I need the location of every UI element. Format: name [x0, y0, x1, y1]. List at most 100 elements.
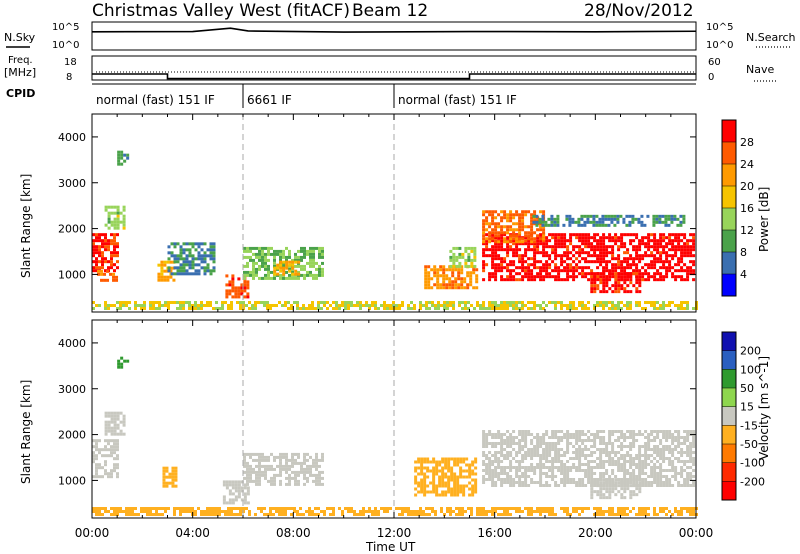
data-cell [533, 472, 537, 475]
data-cell [110, 507, 113, 510]
data-cell [577, 220, 581, 224]
data-cell [447, 478, 451, 482]
data-cell [282, 266, 286, 270]
data-cell [104, 245, 107, 249]
data-cell [626, 272, 630, 276]
data-cell [246, 270, 249, 274]
data-cell [644, 307, 647, 310]
data-cell [683, 233, 687, 237]
data-cell [662, 469, 666, 472]
data-cell [500, 228, 504, 232]
data-cell [617, 513, 620, 516]
colorbar-tick-label: 50 [740, 382, 754, 395]
data-cell [282, 264, 285, 268]
data-cell [506, 228, 510, 232]
data-cell [536, 266, 540, 270]
data-cell [566, 269, 570, 273]
data-cell [458, 507, 461, 510]
data-cell [439, 268, 443, 272]
data-cell [237, 286, 241, 290]
data-cell [590, 454, 594, 457]
data-cell [611, 269, 615, 273]
data-cell [270, 464, 273, 468]
data-cell [485, 457, 489, 460]
data-cell [590, 254, 594, 258]
data-cell [560, 478, 564, 481]
data-cell [165, 466, 169, 470]
data-cell [656, 472, 660, 475]
data-cell [491, 510, 494, 513]
data-cell [449, 301, 452, 304]
data-cell [599, 251, 603, 255]
data-cell [237, 480, 241, 484]
data-cell [264, 246, 267, 250]
data-cell [264, 458, 267, 462]
data-cell [119, 304, 122, 307]
data-cell [293, 510, 296, 513]
data-cell [309, 467, 312, 471]
data-cell [160, 275, 164, 279]
data-cell [598, 220, 602, 224]
data-cell [294, 470, 297, 474]
data-cell [509, 263, 513, 267]
data-cell [515, 240, 519, 244]
data-cell [595, 214, 599, 218]
data-cell [518, 242, 522, 246]
data-cell [686, 510, 689, 513]
data-cell [371, 304, 374, 307]
data-cell [569, 233, 573, 237]
data-cell [575, 269, 579, 273]
data-cell [584, 507, 587, 510]
data-cell [512, 275, 516, 279]
data-cell [116, 307, 119, 310]
data-cell [596, 260, 600, 264]
data-cell [479, 307, 482, 310]
data-cell [447, 484, 451, 488]
data-cell [377, 307, 380, 310]
data-cell [500, 236, 504, 240]
data-cell [665, 469, 669, 472]
data-cell [335, 307, 338, 310]
data-cell [485, 433, 489, 436]
data-cell [623, 439, 627, 442]
data-cell [503, 478, 507, 481]
data-cell [458, 301, 461, 304]
data-cell [185, 263, 189, 267]
data-cell [662, 507, 665, 510]
data-cell [179, 272, 183, 276]
data-cell [656, 307, 659, 310]
data-cell [653, 263, 657, 267]
data-cell [276, 272, 280, 276]
data-cell [689, 513, 692, 516]
data-cell [635, 475, 639, 478]
data-cell [644, 301, 647, 304]
colorbar-tick-label: -50 [740, 438, 758, 451]
data-cell [587, 266, 591, 270]
data-cell [203, 257, 207, 261]
data-cell [368, 507, 371, 510]
data-cell [560, 233, 564, 237]
data-cell [95, 510, 98, 513]
data-cell [515, 472, 519, 475]
data-cell [578, 301, 581, 304]
data-cell [194, 248, 198, 252]
data-cell [95, 269, 98, 273]
data-cell [420, 460, 424, 464]
data-cell [161, 507, 164, 510]
data-cell [593, 507, 596, 510]
data-cell [165, 481, 169, 485]
data-cell [281, 304, 284, 307]
y-tick-label: 4000 [58, 131, 86, 144]
data-cell [632, 245, 636, 249]
data-cell [448, 268, 452, 272]
data-cell [602, 481, 606, 485]
data-cell [686, 472, 690, 475]
data-cell [515, 507, 518, 510]
data-cell [602, 275, 606, 279]
colorbar-tick-label: -200 [740, 475, 765, 488]
data-cell [674, 251, 678, 255]
data-cell [629, 433, 633, 436]
data-cell [578, 245, 582, 249]
data-cell [578, 507, 581, 510]
data-cell [104, 414, 108, 418]
